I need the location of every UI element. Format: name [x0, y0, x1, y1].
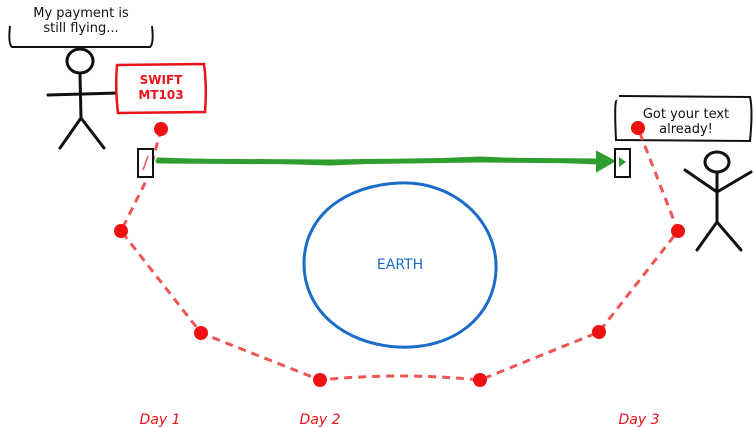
- sender-stick-figure: [46, 47, 120, 150]
- sender-bubble-line1: My payment is: [33, 6, 129, 21]
- route-nodes: [114, 121, 685, 387]
- sender-terminal-route-mark: [142, 155, 149, 171]
- swift-message-box: SWIFT MT103: [114, 62, 208, 115]
- receiver-right-leg: [715, 220, 743, 252]
- route-node: [114, 224, 128, 238]
- route-node: [473, 373, 487, 387]
- sender-head: [65, 47, 95, 75]
- message-arrow: [155, 150, 617, 173]
- receiver-right-arm: [715, 170, 753, 194]
- receiver-bubble-outline: [614, 95, 753, 143]
- sender-body: [78, 72, 83, 120]
- route-node: [631, 121, 645, 135]
- receiver-bubble-line2: already!: [659, 122, 713, 137]
- earth-label: EARTH: [377, 257, 423, 273]
- sender-bubble-line2: still flying...: [43, 21, 118, 36]
- sender-speech-bubble: My payment is still flying...: [8, 6, 154, 48]
- sender-arms: [46, 91, 120, 97]
- message-arrow-line-stroke: [156, 156, 600, 166]
- route-node: [154, 122, 168, 136]
- message-arrow-head: [596, 150, 617, 173]
- payment-route: [119, 127, 680, 382]
- day-label-1: Day 1: [139, 412, 180, 427]
- earth-outline: [302, 181, 498, 349]
- receiver-left-leg: [695, 220, 719, 252]
- swift-label-line2: MT103: [138, 88, 183, 102]
- swift-box-border: [114, 62, 208, 115]
- receiver-bubble-line1: Got your text: [643, 107, 729, 122]
- swift-label-line1: SWIFT: [140, 73, 184, 87]
- receiver-left-arm: [683, 168, 719, 194]
- route-node: [592, 325, 606, 339]
- sender-bubble-bracket: [8, 25, 154, 48]
- earth: EARTH: [302, 181, 498, 349]
- receiver-terminal-arrow-tip: [619, 157, 626, 167]
- route-node: [194, 326, 208, 340]
- day-label-2: Day 2: [299, 412, 340, 427]
- receiver-stick-figure: [683, 150, 753, 252]
- route-node: [671, 224, 685, 238]
- route-node: [313, 373, 327, 387]
- sender-left-leg: [58, 116, 83, 150]
- receiver-speech-bubble: Got your text already!: [614, 95, 753, 143]
- sender-right-leg: [79, 116, 106, 150]
- receiver-head: [703, 150, 731, 174]
- day-label-3: Day 3: [618, 412, 659, 427]
